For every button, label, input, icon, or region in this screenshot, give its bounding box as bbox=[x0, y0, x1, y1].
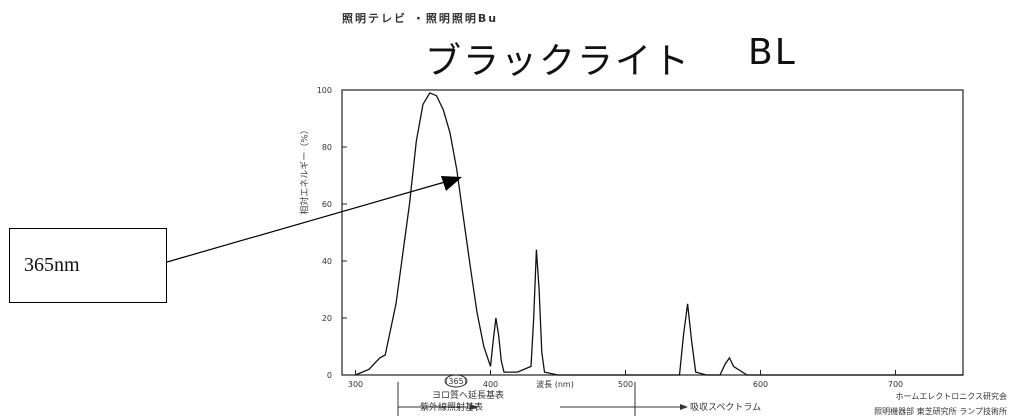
y-tick-label: 80 bbox=[322, 143, 332, 152]
y-tick-label: 0 bbox=[327, 371, 332, 380]
chart-title-code: BL bbox=[748, 32, 797, 73]
peak-circled-label: (365) bbox=[445, 377, 467, 386]
handwritten-note-3: 吸収スペクトラム bbox=[690, 401, 761, 413]
y-tick-label: 40 bbox=[322, 257, 332, 266]
x-tick-label: 600 bbox=[753, 380, 768, 389]
chart-title: ブラックライト bbox=[425, 41, 692, 82]
x-axis: 300 400 500 600 700 bbox=[348, 370, 903, 389]
footer-line-2: 照明機器部 東芝研究所 ランプ技術所 bbox=[874, 407, 1007, 416]
callout-label: 365nm bbox=[24, 254, 80, 276]
bottom-markings bbox=[397, 374, 688, 416]
y-tick-label: 20 bbox=[322, 314, 332, 323]
footer-line-1: ホームエレクトロニクス研究会 bbox=[895, 392, 1007, 401]
x-axis-label: 波長 (nm) bbox=[536, 379, 574, 389]
series-line bbox=[355, 92, 963, 376]
callout-box: 365nm bbox=[9, 228, 167, 303]
x-tick-label: 400 bbox=[483, 380, 498, 389]
header-small: 照明テレビ ・照明照明Bu bbox=[342, 12, 499, 25]
callout-arrow-line bbox=[166, 181, 446, 263]
y-axis: 0 20 40 60 80 100 bbox=[317, 86, 347, 380]
x-tick-label: 300 bbox=[348, 380, 363, 389]
plot-frame bbox=[341, 89, 964, 376]
handwritten-note-1: ヨロ質へ延長基表 bbox=[432, 389, 504, 401]
y-tick-label: 100 bbox=[317, 86, 332, 95]
callout-arrowhead bbox=[441, 176, 462, 191]
handwritten-note-2: 紫外線照射基表 bbox=[420, 401, 483, 413]
plot-area bbox=[341, 89, 964, 376]
x-tick-label: 500 bbox=[618, 380, 633, 389]
y-tick-label: 60 bbox=[322, 200, 332, 209]
x-tick-label: 700 bbox=[888, 380, 903, 389]
